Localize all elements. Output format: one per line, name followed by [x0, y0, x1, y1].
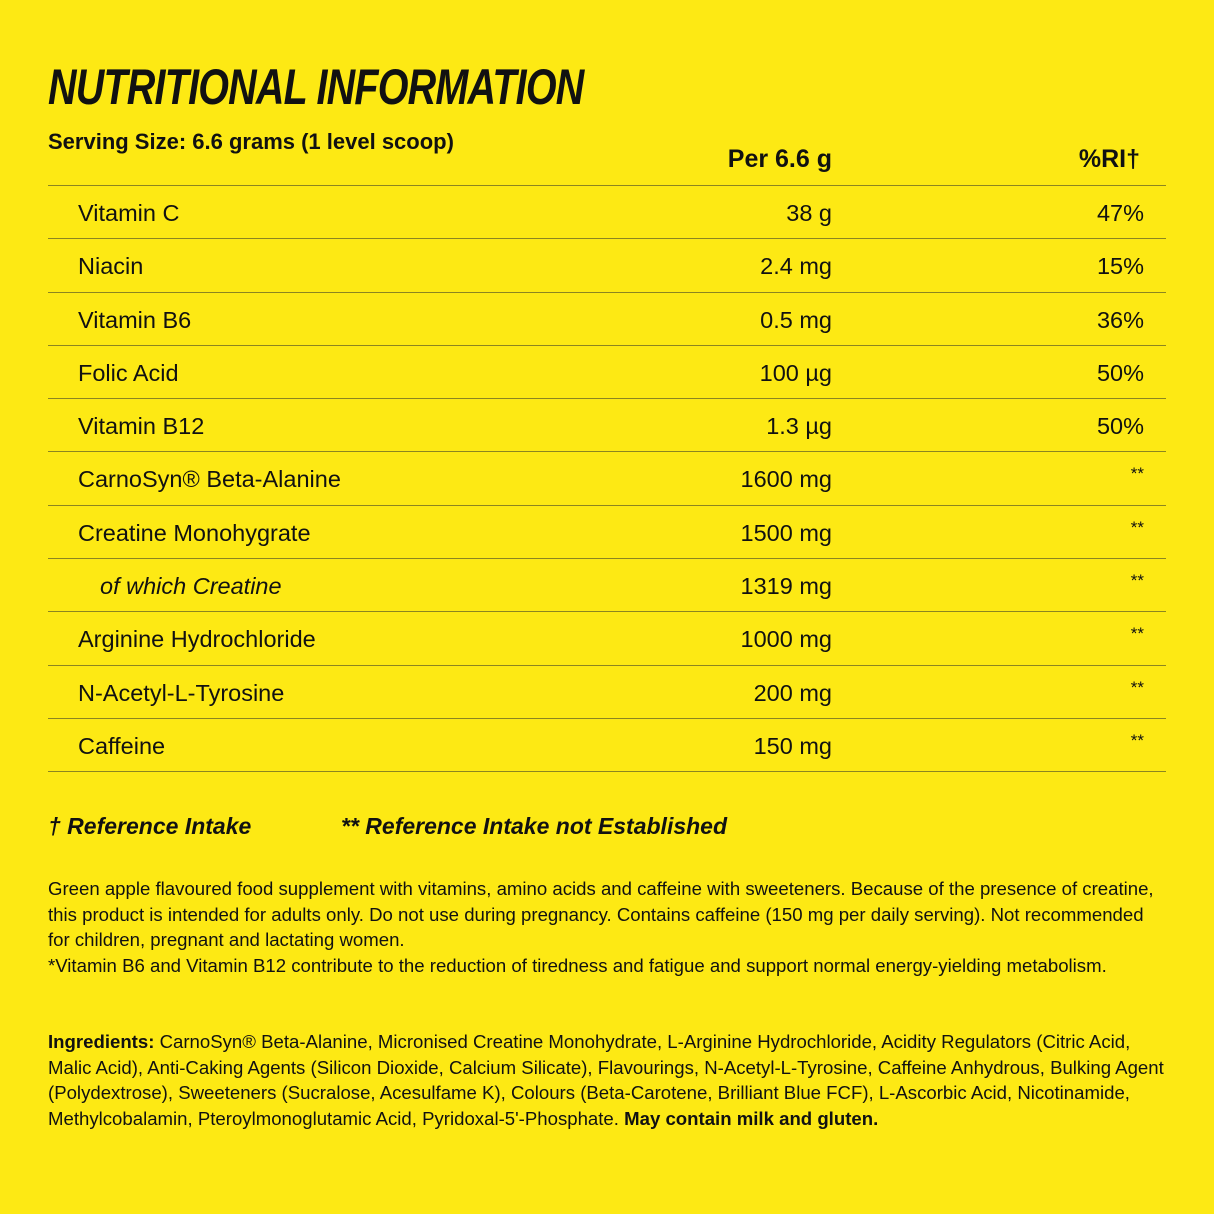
table-row: N-Acetyl-L-Tyrosine 200 mg ** — [48, 666, 1166, 719]
nutrient-amount: 38 g — [786, 200, 832, 226]
health-claim: *Vitamin B6 and Vitamin B12 contribute t… — [48, 954, 1107, 976]
nutrient-name: Arginine Hydrochloride — [78, 626, 316, 653]
allergen-warning: May contain milk and gluten. — [624, 1107, 879, 1129]
nutrient-name: Niacin — [78, 253, 144, 280]
nutrient-ri: 50% — [1096, 359, 1144, 386]
table-row: Vitamin B12 1.3 µg 50% — [48, 399, 1166, 453]
page-title: NUTRITIONAL INFORMATION — [48, 59, 584, 115]
table-row: CarnoSyn® Beta-Alanine 1600 mg ** — [48, 452, 1166, 506]
nutrient-name: Vitamin C — [78, 200, 180, 226]
description-text: Green apple flavoured food supplement wi… — [48, 878, 1154, 950]
nutrient-ri: 36% — [1096, 306, 1144, 333]
nutrient-name: Creatine Monohygrate — [78, 519, 311, 546]
nutrient-name: N-Acetyl-L-Tyrosine — [78, 679, 285, 706]
nutrient-ri: 15% — [1096, 253, 1144, 280]
nutrient-ri: 50% — [1096, 413, 1144, 440]
nutrient-ri: ** — [1130, 571, 1144, 591]
footnote-not-established: ** Reference Intake not Established — [341, 813, 728, 839]
ingredients-label: Ingredients: — [48, 1031, 155, 1052]
nutrient-name: Folic Acid — [78, 359, 179, 386]
nutrition-table: Vitamin C 38 g 47% Niacin 2.4 mg 15% Vitamin B… — [48, 185, 1166, 773]
nutrient-amount: 100 µg — [759, 359, 832, 386]
table-row: Folic Acid 100 µg 50% — [48, 346, 1166, 400]
description: Green apple flavoured food supplement wi… — [48, 876, 1168, 978]
footnote-reference-intake: † Reference Intake — [48, 813, 252, 839]
nutrient-amount: 200 mg — [753, 679, 832, 706]
nutrient-ri: ** — [1130, 730, 1144, 750]
table-row: Arginine Hydrochloride 1000 mg ** — [48, 612, 1166, 666]
table-row: Vitamin B6 0.5 mg 36% — [48, 293, 1166, 346]
table-row: Creatine Monohygrate 1500 mg ** — [48, 506, 1166, 560]
nutrient-ri: ** — [1130, 517, 1144, 537]
nutrient-amount: 1000 mg — [740, 626, 832, 653]
serving-size: Serving Size: 6.6 grams (1 level scoop) — [48, 129, 454, 154]
nutrient-name: Caffeine — [78, 732, 166, 759]
nutrient-name: of which Creatine — [100, 573, 282, 600]
nutrient-ri: ** — [1130, 464, 1144, 484]
nutrient-ri: ** — [1130, 624, 1144, 644]
nutrient-amount: 1500 mg — [740, 519, 832, 546]
ingredients: Ingredients: CarnoSyn® Beta-Alanine, Mic… — [48, 1029, 1168, 1131]
column-header-per-serving: Per 6.6 g — [727, 145, 832, 173]
nutrient-amount: 2.4 mg — [760, 253, 832, 280]
table-row: Caffeine 150 mg ** — [48, 719, 1166, 773]
ingredients-text: CarnoSyn® Beta-Alanine, Micronised Creat… — [48, 1031, 1164, 1129]
nutrient-ri: 47% — [1096, 200, 1144, 226]
nutrient-amount: 1319 mg — [740, 573, 832, 600]
nutrient-name: Vitamin B12 — [78, 413, 205, 440]
nutrient-amount: 0.5 mg — [760, 306, 832, 333]
table-row: Vitamin C 38 g 47% — [48, 186, 1166, 240]
nutrient-ri: ** — [1130, 677, 1144, 697]
nutrient-amount: 150 mg — [753, 732, 832, 759]
table-row: of which Creatine 1319 mg ** — [48, 559, 1166, 613]
nutrient-amount: 1600 mg — [740, 466, 832, 493]
nutrient-name: CarnoSyn® Beta-Alanine — [78, 466, 341, 493]
table-row: Niacin 2.4 mg 15% — [48, 239, 1166, 293]
column-header-ri: %RI† — [1078, 145, 1140, 173]
nutrient-name: Vitamin B6 — [78, 306, 192, 333]
nutrient-amount: 1.3 µg — [766, 413, 832, 440]
